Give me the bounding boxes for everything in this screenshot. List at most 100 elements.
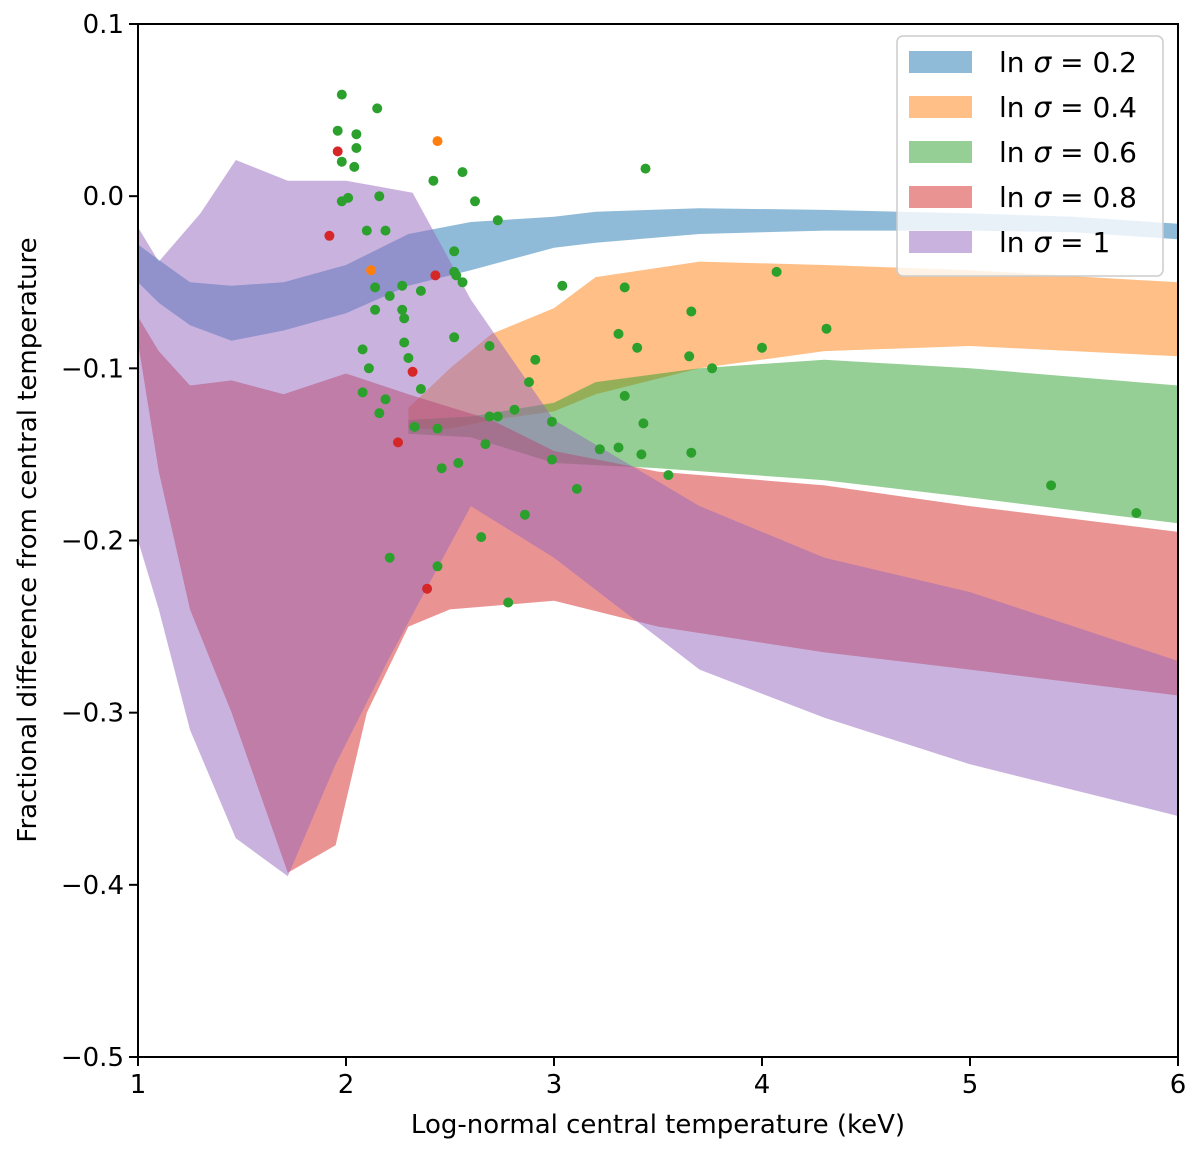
data-point xyxy=(663,470,674,481)
data-point xyxy=(619,390,630,401)
data-point xyxy=(571,483,582,494)
data-point xyxy=(509,404,520,415)
data-point xyxy=(336,156,347,167)
data-point xyxy=(484,411,495,422)
data-point xyxy=(457,167,468,178)
data-point xyxy=(707,363,718,374)
data-point xyxy=(415,384,426,394)
legend-label: ln σ = 0.4 xyxy=(999,91,1137,124)
data-point xyxy=(613,442,624,453)
data-point xyxy=(1131,508,1142,518)
data-point xyxy=(480,439,491,450)
legend-swatch xyxy=(909,141,972,163)
data-point xyxy=(407,366,418,377)
data-point xyxy=(430,270,441,281)
x-tick-label: 6 xyxy=(1170,1070,1187,1100)
data-point xyxy=(380,225,391,236)
legend-label: ln σ = 1 xyxy=(999,226,1110,259)
data-point xyxy=(557,280,568,291)
data-point xyxy=(370,304,381,315)
y-axis-label: Fractional difference from central tempe… xyxy=(13,237,43,842)
data-point xyxy=(436,463,447,474)
data-point xyxy=(686,447,697,458)
data-point xyxy=(324,230,335,241)
data-point xyxy=(470,196,480,207)
data-point xyxy=(457,277,468,288)
data-point xyxy=(366,265,376,276)
data-point xyxy=(638,418,649,429)
data-point xyxy=(449,246,460,257)
data-point xyxy=(357,344,368,355)
y-tick-label: −0.1 xyxy=(61,354,124,384)
data-point xyxy=(492,411,503,422)
data-point xyxy=(771,266,782,277)
data-point xyxy=(821,323,832,334)
data-point xyxy=(374,408,385,419)
x-axis: 1 2 3 4 5 6 xyxy=(130,1057,1187,1100)
data-point xyxy=(594,444,605,455)
data-point xyxy=(546,416,557,427)
data-point xyxy=(399,337,410,348)
data-point xyxy=(384,552,395,563)
data-point xyxy=(684,351,695,362)
data-point xyxy=(399,313,410,324)
data-point xyxy=(403,353,414,363)
data-point xyxy=(349,161,360,172)
legend-swatch xyxy=(909,96,972,118)
bands-layer xyxy=(138,160,1178,877)
data-point xyxy=(1046,480,1057,491)
data-point xyxy=(357,387,368,398)
data-point xyxy=(374,191,385,202)
data-point xyxy=(336,89,347,100)
y-tick-label: −0.5 xyxy=(61,1043,124,1073)
data-point xyxy=(363,363,374,374)
x-tick-label: 2 xyxy=(338,1070,355,1100)
data-point xyxy=(361,225,372,236)
data-point xyxy=(503,597,514,608)
data-point xyxy=(530,354,541,365)
data-point xyxy=(524,377,534,388)
y-tick-label: −0.4 xyxy=(61,871,124,901)
data-point xyxy=(519,509,530,520)
data-point xyxy=(409,421,420,432)
y-tick-label: −0.2 xyxy=(61,527,124,557)
data-point xyxy=(613,328,624,339)
y-tick-label: 0.1 xyxy=(83,10,124,40)
data-point xyxy=(415,285,426,296)
data-point xyxy=(432,561,443,572)
data-point xyxy=(336,196,347,207)
data-point xyxy=(422,583,433,594)
legend-label: ln σ = 0.8 xyxy=(999,181,1137,214)
data-point xyxy=(451,270,462,281)
legend-swatch xyxy=(909,186,972,208)
band-series-5 xyxy=(138,160,1178,877)
data-point xyxy=(351,129,362,140)
data-point xyxy=(632,342,643,353)
data-point xyxy=(449,332,460,343)
data-point xyxy=(397,304,408,315)
legend-label: ln σ = 0.2 xyxy=(999,46,1137,79)
x-tick-label: 1 xyxy=(130,1070,147,1100)
data-point xyxy=(757,342,767,353)
data-point xyxy=(636,449,647,460)
data-point xyxy=(428,175,439,186)
legend-swatch xyxy=(909,231,972,253)
band-series-3 xyxy=(408,359,1178,524)
legend: ln σ = 0.2 ln σ = 0.4 ln σ = 0.6 ln σ = 0.8… xyxy=(896,35,1164,277)
data-point xyxy=(546,454,557,465)
y-tick-label: 0.0 xyxy=(83,182,124,212)
data-point xyxy=(640,163,651,174)
data-point xyxy=(453,458,464,468)
data-point xyxy=(380,394,391,405)
data-point xyxy=(372,103,383,114)
data-point xyxy=(432,136,443,147)
x-tick-label: 5 xyxy=(962,1070,979,1100)
legend-swatch xyxy=(909,51,972,73)
x-tick-label: 4 xyxy=(754,1070,771,1100)
legend-label: ln σ = 0.6 xyxy=(999,136,1137,169)
data-point xyxy=(484,341,495,351)
scatter-layer xyxy=(324,89,1142,608)
x-axis-label: Log-normal central temperature (keV) xyxy=(411,1110,905,1140)
data-point xyxy=(432,423,443,434)
